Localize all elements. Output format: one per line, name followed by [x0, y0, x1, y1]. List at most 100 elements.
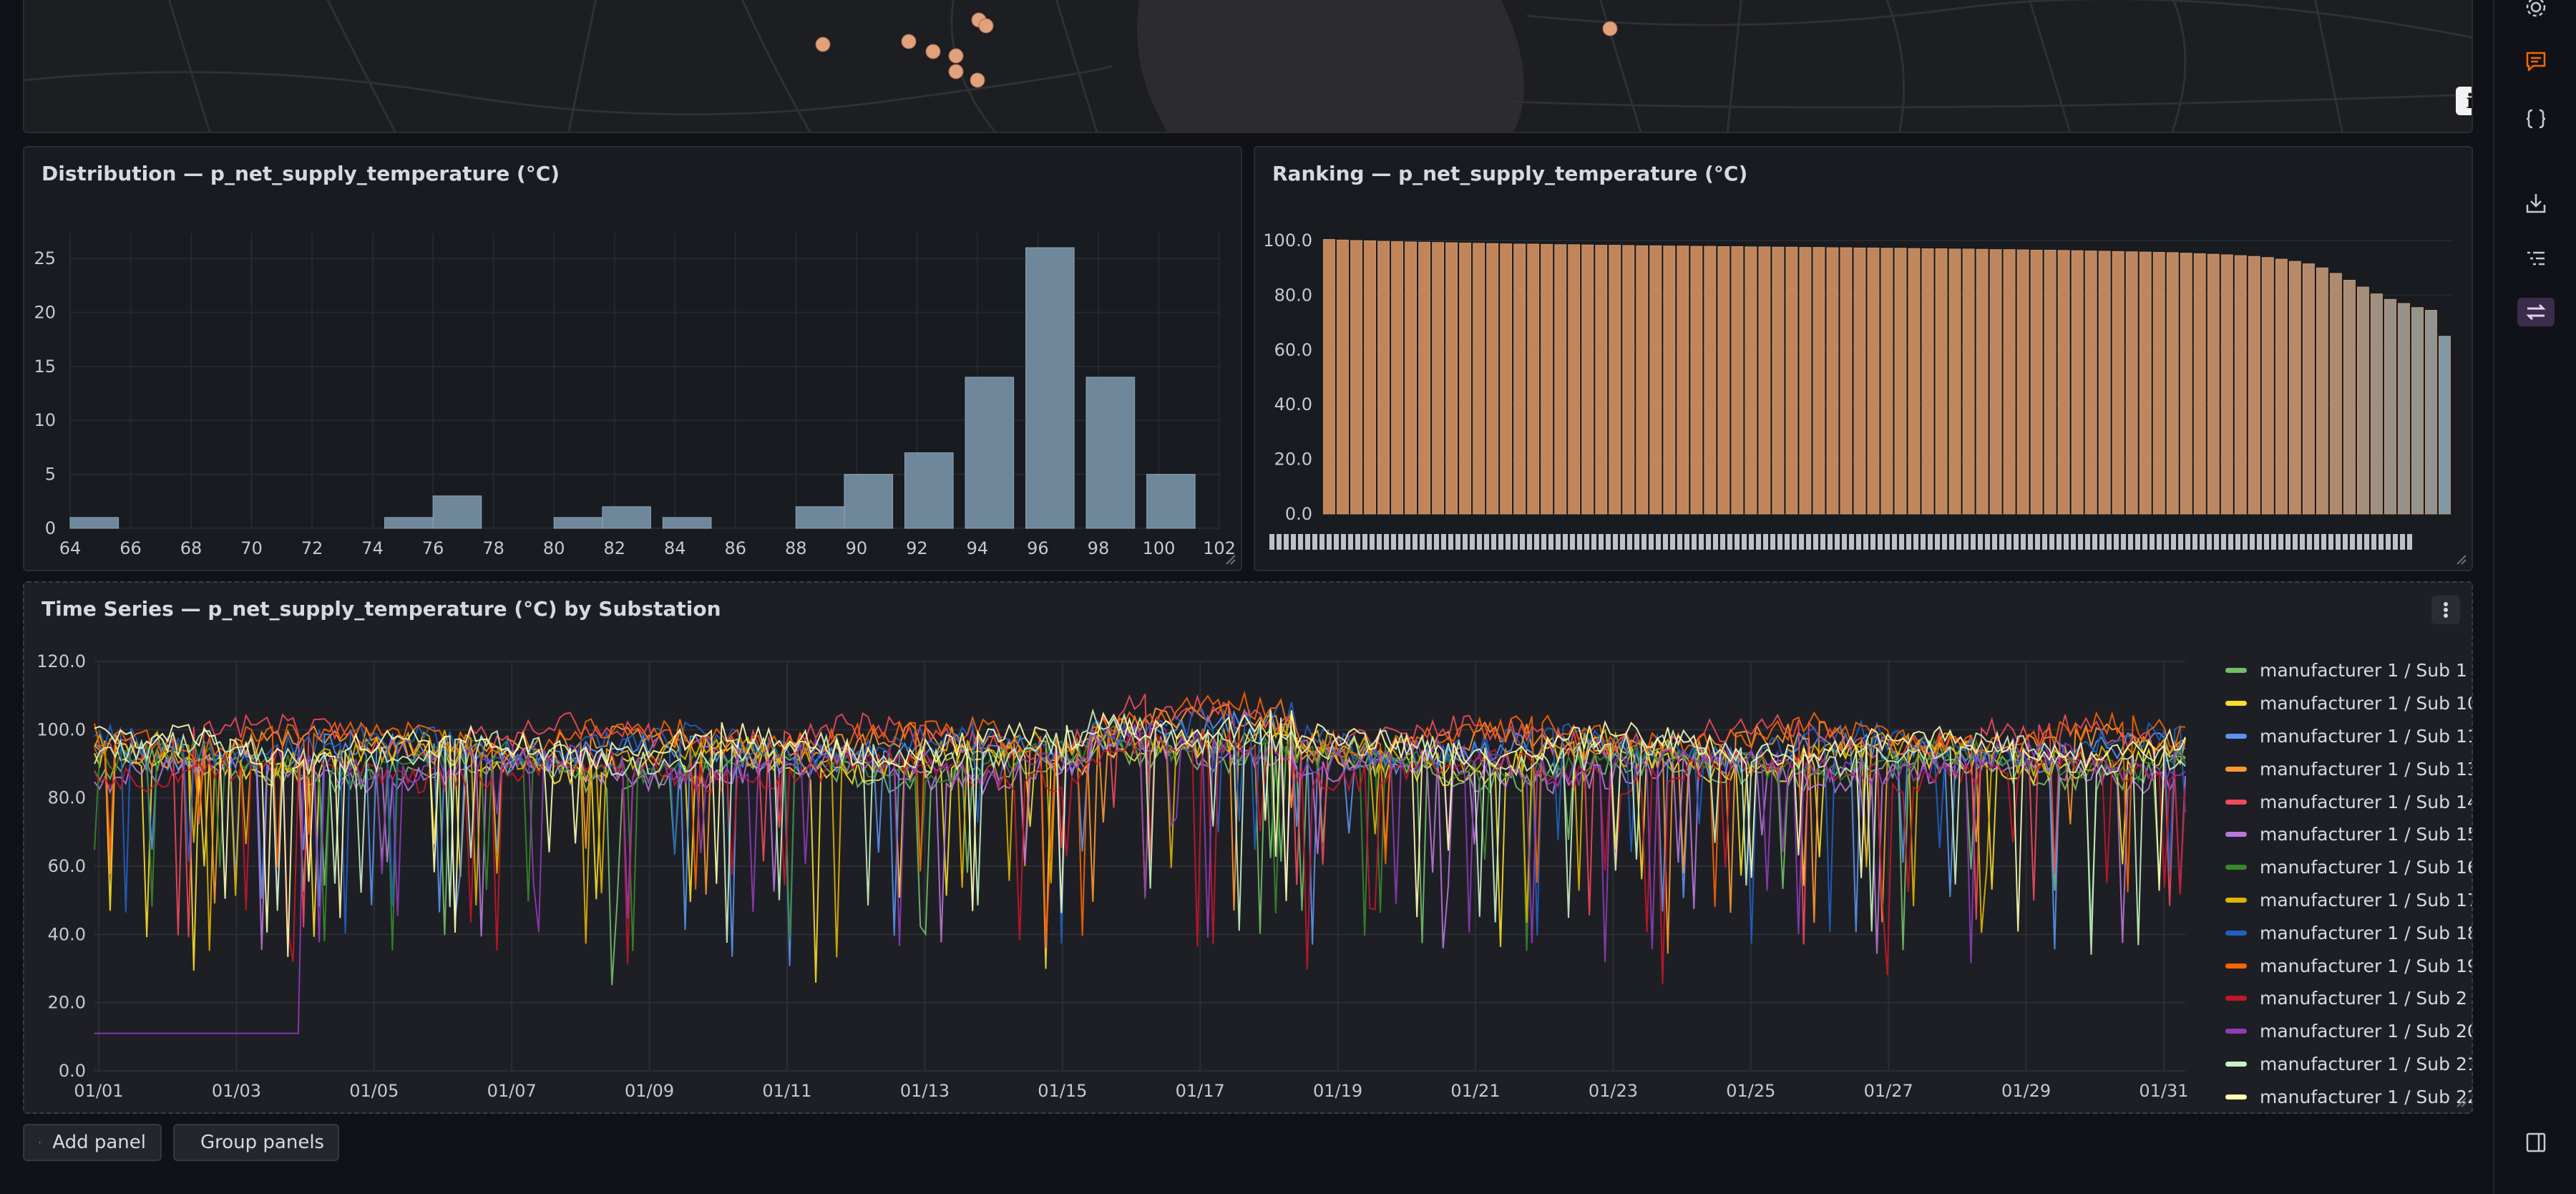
series-line[interactable] — [94, 727, 2186, 984]
outline-button[interactable] — [2513, 239, 2559, 279]
ranking-bar[interactable] — [1500, 243, 1513, 515]
legend-item[interactable]: manufacturer 1 / Sub 21 — [2225, 1048, 2472, 1081]
map-marker[interactable] — [925, 44, 941, 59]
ranking-bar[interactable] — [1527, 243, 1540, 515]
ranking-bar[interactable] — [1813, 247, 1825, 515]
histogram-bar[interactable] — [795, 506, 845, 529]
ranking-bar[interactable] — [1663, 246, 1676, 515]
legend-item[interactable]: manufacturer 1 / Sub 22 — [2225, 1080, 2472, 1112]
ranking-bar[interactable] — [1350, 240, 1362, 515]
ranking-bar[interactable] — [2139, 251, 2152, 515]
map-marker[interactable] — [978, 18, 994, 34]
ranking-bar[interactable] — [1473, 243, 1485, 515]
ranking-bar[interactable] — [2057, 250, 2070, 515]
histogram-bar[interactable] — [662, 517, 712, 529]
add-panel-button[interactable]: Add panel — [23, 1124, 162, 1161]
legend-item[interactable]: manufacturer 1 / Sub 15 — [2225, 818, 2472, 851]
ranking-bar[interactable] — [1622, 245, 1635, 515]
ranking-bar[interactable] — [1921, 248, 1934, 515]
ranking-bar[interactable] — [1989, 249, 2002, 515]
ranking-bar[interactable] — [1690, 246, 1703, 515]
legend-item[interactable]: manufacturer 1 / Sub 11 — [2225, 720, 2472, 753]
ranking-bar[interactable] — [1432, 242, 1445, 515]
ranking-bar[interactable] — [2180, 253, 2192, 515]
export-button[interactable] — [2513, 183, 2559, 223]
ranking-bar[interactable] — [1609, 245, 1621, 515]
ranking-bar[interactable] — [1486, 243, 1499, 515]
resize-handle-icon[interactable] — [2454, 1095, 2467, 1108]
resize-handle-icon[interactable] — [1224, 553, 1236, 566]
ranking-bar[interactable] — [2343, 279, 2356, 515]
histogram-bar[interactable] — [384, 517, 434, 529]
ranking-panel[interactable]: 0.0 20.0 40.0 60.0 80.0 100.0 Ranking — p_net… — [1254, 146, 2473, 571]
ranking-bar[interactable] — [1445, 242, 1458, 515]
ranking-bar[interactable] — [2398, 303, 2410, 515]
ranking-bar[interactable] — [2425, 310, 2437, 515]
histogram-bar[interactable] — [1146, 474, 1196, 529]
ranking-bar[interactable] — [1894, 248, 1907, 515]
ranking-bar[interactable] — [1677, 246, 1689, 515]
ranking-bar[interactable] — [1962, 248, 1975, 515]
ranking-bar[interactable] — [1337, 239, 1349, 515]
legend-item[interactable]: manufacturer 1 / Sub 20 — [2225, 1015, 2472, 1048]
ranking-bar[interactable] — [1704, 246, 1717, 515]
series-line[interactable] — [94, 735, 2186, 986]
map-marker[interactable] — [948, 48, 964, 64]
ranking-bar[interactable] — [2071, 250, 2084, 515]
ranking-bar[interactable] — [1377, 241, 1390, 515]
ranking-bar[interactable] — [1364, 240, 1376, 515]
series-line[interactable] — [94, 709, 2186, 957]
ranking-bar[interactable] — [1772, 246, 1785, 515]
ranking-bar[interactable] — [2044, 249, 2057, 515]
histogram-bar[interactable] — [602, 506, 651, 529]
comments-button[interactable] — [2513, 42, 2559, 82]
ranking-bar[interactable] — [1840, 247, 1853, 515]
legend-item[interactable]: manufacturer 1 / Sub 19 — [2225, 949, 2472, 982]
map-marker[interactable] — [970, 72, 985, 88]
ranking-bar[interactable] — [2411, 307, 2424, 515]
histogram-bar[interactable] — [69, 517, 119, 529]
ranking-bar[interactable] — [2248, 256, 2260, 515]
histogram-bar[interactable] — [904, 452, 954, 529]
map-panel[interactable]: i — [23, 0, 2473, 133]
ranking-bar[interactable] — [2357, 286, 2369, 515]
ranking-bar[interactable] — [2234, 255, 2247, 515]
ranking-bar[interactable] — [1853, 247, 1866, 515]
ranking-bar[interactable] — [2288, 261, 2301, 515]
ranking-bar[interactable] — [1541, 243, 1553, 515]
map-marker[interactable] — [948, 64, 964, 79]
ranking-bar[interactable] — [1459, 243, 1472, 515]
histogram-bar[interactable] — [1085, 377, 1136, 529]
series-line[interactable] — [94, 722, 2186, 983]
histogram-bar[interactable] — [844, 474, 894, 529]
ranking-bar[interactable] — [1867, 247, 1880, 515]
ranking-bar[interactable] — [1785, 246, 1798, 515]
ranking-bar[interactable] — [1323, 239, 1335, 515]
ranking-bar[interactable] — [2275, 258, 2288, 515]
ranking-bar[interactable] — [1799, 247, 1812, 515]
legend-item[interactable]: manufacturer 1 / Sub 1 — [2225, 654, 2469, 687]
ranking-bar[interactable] — [2302, 263, 2315, 515]
map-marker[interactable] — [901, 34, 917, 49]
ranking-bar[interactable] — [2166, 252, 2179, 515]
json-model-button[interactable] — [2513, 99, 2559, 139]
ranking-bar[interactable] — [2098, 251, 2111, 515]
ranking-bar[interactable] — [2112, 251, 2124, 515]
ranking-bar[interactable] — [1418, 241, 1430, 515]
ranking-bar[interactable] — [2220, 254, 2233, 515]
ranking-bar[interactable] — [1595, 245, 1608, 515]
legend-item[interactable]: manufacturer 1 / Sub 17 — [2225, 884, 2472, 917]
ranking-bar[interactable] — [2152, 252, 2165, 515]
map-canvas[interactable] — [24, 0, 2473, 133]
transform-button[interactable] — [2517, 298, 2555, 326]
ranking-bar[interactable] — [1880, 248, 1893, 515]
ranking-bar[interactable] — [2016, 249, 2029, 515]
settings-button[interactable] — [2513, 0, 2559, 27]
ranking-bar[interactable] — [1976, 248, 1989, 515]
dock-sidebar-button[interactable] — [2513, 1122, 2559, 1163]
resize-handle-icon[interactable] — [2454, 553, 2467, 566]
legend-item[interactable]: manufacturer 1 / Sub 10 — [2225, 687, 2472, 720]
legend-item[interactable]: manufacturer 1 / Sub 2 — [2225, 982, 2469, 1015]
ranking-bar[interactable] — [1649, 245, 1662, 515]
ranking-bar[interactable] — [2193, 253, 2206, 515]
